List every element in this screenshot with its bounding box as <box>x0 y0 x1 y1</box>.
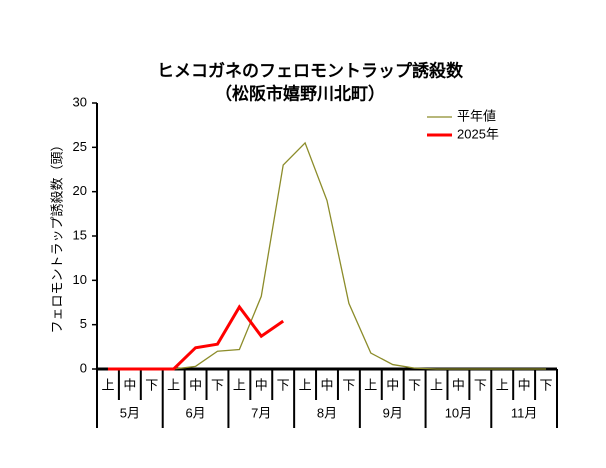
x-tick-label: 下 <box>211 377 224 392</box>
x-tick-label: 下 <box>540 377 553 392</box>
month-label: 11月 <box>511 405 538 420</box>
chart-subtitle: （松阪市嬉野川北町） <box>215 83 385 103</box>
data-line <box>107 304 285 371</box>
legend-label: 2025年 <box>457 126 499 141</box>
x-tick-label: 中 <box>518 377 531 392</box>
x-tick-label: 中 <box>386 377 399 392</box>
x-tick-label: 下 <box>474 377 487 392</box>
x-tick-label: 中 <box>452 377 465 392</box>
month-label: 7月 <box>251 405 271 420</box>
x-tick-label: 上 <box>430 377 443 392</box>
month-label: 9月 <box>383 405 403 420</box>
x-tick-label: 上 <box>167 377 180 392</box>
x-tick-label: 中 <box>255 377 268 392</box>
x-tick-label: 中 <box>123 377 136 392</box>
x-tick-label: 中 <box>320 377 333 392</box>
x-tick-label: 上 <box>233 377 246 392</box>
y-axis-label: フェロモントラップ誘殺数（頭） <box>49 138 64 333</box>
y-tick-label: 30 <box>73 94 87 109</box>
month-label: 5月 <box>120 405 140 420</box>
month-label: 10月 <box>445 405 472 420</box>
y-tick-label: 20 <box>73 183 87 198</box>
y-tick-label: 10 <box>73 272 87 287</box>
x-tick-label: 下 <box>277 377 290 392</box>
y-tick-label: 5 <box>80 316 87 331</box>
y-tick-label: 0 <box>80 360 87 375</box>
x-tick-label: 上 <box>101 377 114 392</box>
x-tick-label: 上 <box>364 377 377 392</box>
legend-label: 平年値 <box>457 108 496 123</box>
x-tick-label: 上 <box>496 377 509 392</box>
y-tick-label: 15 <box>73 227 87 242</box>
x-tick-label: 下 <box>342 377 355 392</box>
x-tick-label: 上 <box>299 377 312 392</box>
x-tick-label: 中 <box>189 377 202 392</box>
chart-title: ヒメコガネのフェロモントラップ誘殺数 <box>157 60 464 80</box>
month-label: 8月 <box>317 405 337 420</box>
x-tick-label: 下 <box>408 377 421 392</box>
x-tick-label: 下 <box>145 377 158 392</box>
y-tick-label: 25 <box>73 139 87 154</box>
data-line <box>107 141 547 370</box>
month-label: 6月 <box>185 405 205 420</box>
